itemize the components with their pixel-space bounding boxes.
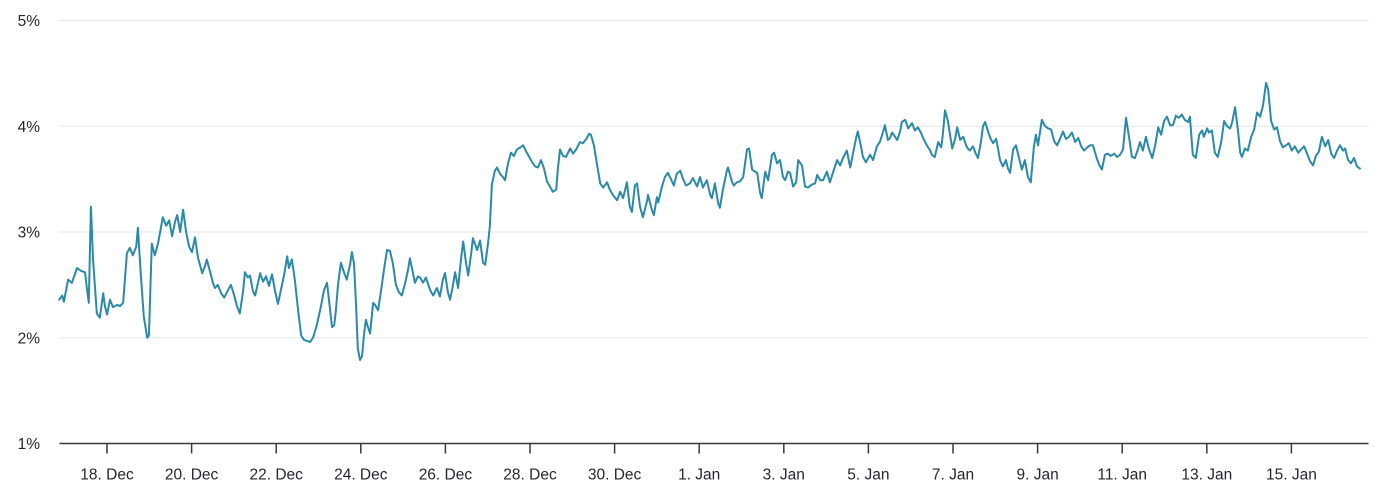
x-axis-label: 20. Dec — [165, 467, 219, 484]
x-axis-label: 1. Jan — [678, 467, 720, 484]
x-axis-label: 22. Dec — [249, 467, 303, 484]
x-axis-label: 9. Jan — [1016, 467, 1058, 484]
y-axis-label: 4% — [18, 119, 41, 136]
x-axis-label: 24. Dec — [334, 467, 388, 484]
x-axis-label: 7. Jan — [932, 467, 974, 484]
x-axis-label: 26. Dec — [419, 467, 473, 484]
x-axis-label: 15. Jan — [1266, 467, 1317, 484]
y-axis-label: 5% — [18, 13, 41, 30]
y-axis-label: 1% — [18, 436, 41, 453]
x-axis-label: 30. Dec — [588, 467, 642, 484]
y-axis-label: 3% — [18, 225, 41, 242]
x-axis-label: 3. Jan — [763, 467, 805, 484]
x-axis-label: 11. Jan — [1097, 467, 1147, 484]
series-line[interactable] — [58, 81, 1361, 361]
x-axis-label: 13. Jan — [1181, 467, 1232, 484]
x-axis-label: 18. Dec — [80, 467, 134, 484]
x-axis-label: 28. Dec — [503, 467, 557, 484]
x-axis-label: 5. Jan — [847, 467, 889, 484]
y-axis-label: 2% — [18, 330, 41, 347]
